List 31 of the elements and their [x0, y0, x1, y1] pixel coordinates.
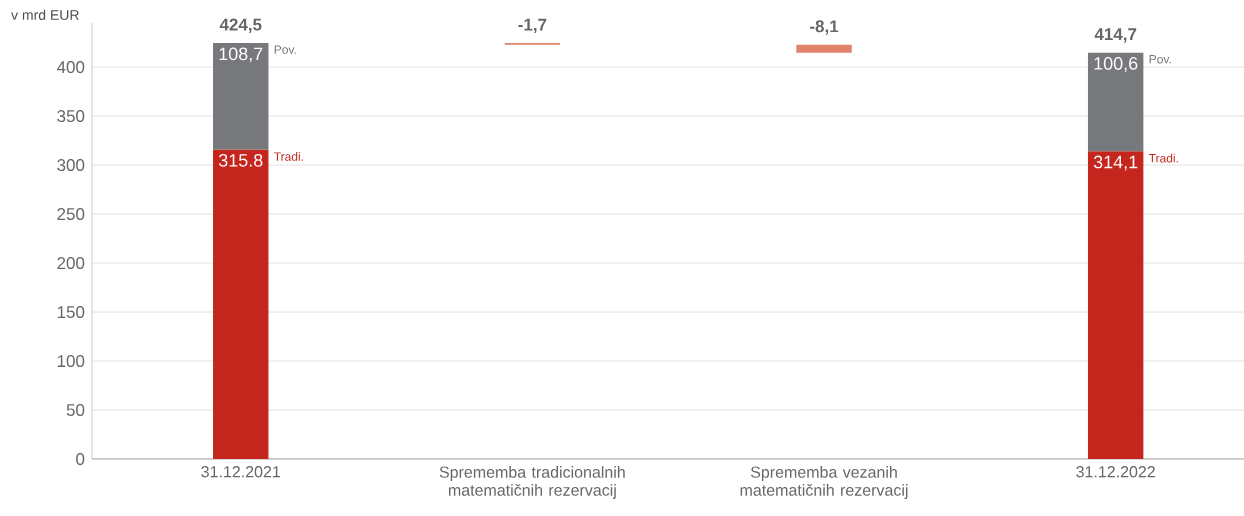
x-tick-label: Sprememba tradicionalnih matematičnih rezervacij — [439, 466, 625, 499]
data-label: 100,6 — [1094, 57, 1138, 72]
x-tick-label: 31.12.2022 — [1076, 466, 1155, 478]
y-tick-label: 100 — [57, 355, 85, 368]
y-axis-title: v mrd EUR — [11, 9, 79, 20]
y-tick-label: 0 — [76, 453, 85, 466]
total-label: 414,7 — [1094, 28, 1137, 43]
y-tick-label: 250 — [57, 208, 85, 221]
y-tick-label: 300 — [57, 159, 85, 172]
y-tick-label: 350 — [57, 110, 85, 123]
text: Pov. — [274, 45, 296, 54]
data-label: 315.8 — [218, 153, 263, 167]
series-label: Pov. — [1149, 55, 1171, 64]
x-tick-label: 31.12.2021 — [201, 466, 280, 478]
y-tick-label: 400 — [56, 61, 85, 74]
bar — [1087, 151, 1144, 459]
text: Tradi. — [274, 151, 303, 161]
y-tick-label: 150 — [57, 306, 85, 319]
bar — [213, 43, 269, 150]
data-label: 314,1 — [1093, 155, 1138, 171]
y-tick-label: 200 — [57, 257, 85, 270]
data-label: 108,7 — [219, 47, 263, 63]
bar — [1087, 52, 1144, 152]
series-label: Tradi. — [1148, 153, 1178, 163]
bar — [213, 149, 269, 459]
data-label: -8,1 — [810, 20, 839, 35]
data-label: -1,7 — [518, 18, 547, 34]
bar — [796, 44, 852, 53]
x-tick-label: Sprememba vezanih matematičnih rezervacij — [740, 466, 908, 499]
y-tick-label: 50 — [66, 404, 85, 417]
total-label: 424,5 — [219, 18, 262, 34]
